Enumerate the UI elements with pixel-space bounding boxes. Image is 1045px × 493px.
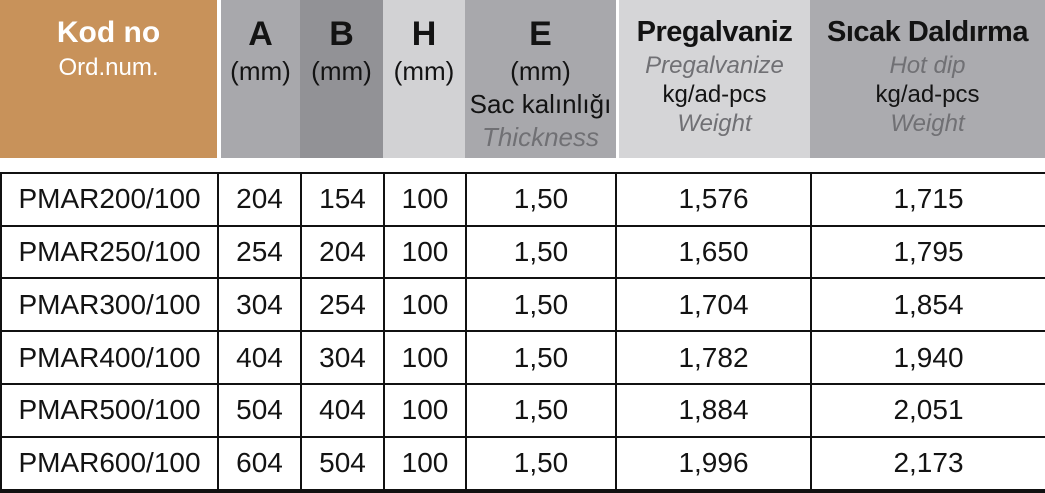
h-cell: 100 <box>383 224 467 280</box>
kod-no-subtitle: Ord.num. <box>58 54 159 81</box>
header-body-gap <box>0 158 1045 172</box>
pregalvaniz-cell: 1,996 <box>615 435 812 493</box>
table-body: PMAR200/100 204 154 100 1,50 1,576 1,715… <box>0 172 1045 493</box>
sicak-daldirma-cell: 1,715 <box>810 172 1045 227</box>
e-cell: 1,50 <box>465 277 617 333</box>
sicak-daldirma-cell: 1,795 <box>810 224 1045 280</box>
h-cell: 100 <box>383 382 467 438</box>
pregalvaniz-cell: 1,650 <box>615 224 812 280</box>
table-row: PMAR300/100 304 254 100 1,50 1,704 1,854 <box>0 277 1045 333</box>
table-header: Kod no Ord.num. A (mm) B (mm) H (mm) E (… <box>0 0 1045 158</box>
code-cell: PMAR250/100 <box>0 224 219 280</box>
b-cell: 404 <box>300 382 385 438</box>
header-separator <box>217 0 221 158</box>
a-cell: 204 <box>217 172 302 227</box>
a-cell: 304 <box>217 277 302 333</box>
a-cell: 254 <box>217 224 302 280</box>
b-cell: 204 <box>300 224 385 280</box>
sicak-daldirma-cell: 1,854 <box>810 277 1045 333</box>
code-cell: PMAR300/100 <box>0 277 219 333</box>
e-cell: 1,50 <box>465 330 617 385</box>
code-cell: PMAR400/100 <box>0 330 219 385</box>
b-cell: 304 <box>300 330 385 385</box>
h-cell: 100 <box>383 330 467 385</box>
h-cell: 100 <box>383 435 467 493</box>
pregalvaniz-weight: Weight <box>677 110 752 137</box>
kod-no-title: Kod no <box>56 16 161 49</box>
sicak-daldirma-unit: kg/ad-pcs <box>875 81 980 108</box>
a-cell: 504 <box>217 382 302 438</box>
col-a-letter: A <box>248 15 273 53</box>
sicak-daldirma-weight: Weight <box>890 110 965 137</box>
pregalvaniz-unit: kg/ad-pcs <box>662 81 767 108</box>
sicak-daldirma-cell: 2,173 <box>810 435 1045 493</box>
h-cell: 100 <box>383 172 467 227</box>
e-cell: 1,50 <box>465 382 617 438</box>
col-b-unit: (mm) <box>311 56 372 86</box>
header-col-a: A (mm) <box>221 0 300 158</box>
col-e-letter: E <box>529 15 552 53</box>
col-e-unit: (mm) <box>510 56 571 86</box>
table-row: PMAR500/100 504 404 100 1,50 1,884 2,051 <box>0 382 1045 438</box>
col-h-letter: H <box>411 15 437 53</box>
b-cell: 504 <box>300 435 385 493</box>
header-kod-no: Kod no Ord.num. <box>0 0 217 158</box>
e-cell: 1,50 <box>465 224 617 280</box>
col-h-unit: (mm) <box>393 56 455 86</box>
header-col-e: E (mm) Sac kalınlığı Thickness <box>465 0 616 158</box>
header-sicak-daldirma: Sıcak Daldırma Hot dip kg/ad-pcs Weight <box>810 0 1045 158</box>
b-cell: 154 <box>300 172 385 227</box>
sicak-daldirma-cell: 2,051 <box>810 382 1045 438</box>
header-pregalvaniz: Pregalvaniz Pregalvanize kg/ad-pcs Weigh… <box>619 0 810 158</box>
pregalvaniz-cell: 1,704 <box>615 277 812 333</box>
col-a-unit: (mm) <box>230 56 291 86</box>
header-col-h: H (mm) <box>383 0 465 158</box>
sicak-daldirma-cell: 1,940 <box>810 330 1045 385</box>
table-row: PMAR600/100 604 504 100 1,50 1,996 2,173 <box>0 435 1045 493</box>
h-cell: 100 <box>383 277 467 333</box>
header-col-b: B (mm) <box>300 0 383 158</box>
b-cell: 254 <box>300 277 385 333</box>
pregalvaniz-cell: 1,884 <box>615 382 812 438</box>
sicak-daldirma-title-en: Hot dip <box>889 52 966 79</box>
a-cell: 604 <box>217 435 302 493</box>
pregalvaniz-cell: 1,576 <box>615 172 812 227</box>
header-separator <box>616 0 619 158</box>
table-row: PMAR400/100 404 304 100 1,50 1,782 1,940 <box>0 330 1045 385</box>
table-row: PMAR200/100 204 154 100 1,50 1,576 1,715 <box>0 172 1045 227</box>
e-cell: 1,50 <box>465 435 617 493</box>
col-e-desc-en: Thickness <box>481 122 600 152</box>
a-cell: 404 <box>217 330 302 385</box>
e-cell: 1,50 <box>465 172 617 227</box>
pregalvaniz-cell: 1,782 <box>615 330 812 385</box>
code-cell: PMAR600/100 <box>0 435 219 493</box>
sicak-daldirma-title: Sıcak Daldırma <box>827 16 1028 48</box>
col-e-desc-tr: Sac kalınlığı <box>469 89 612 119</box>
code-cell: PMAR500/100 <box>0 382 219 438</box>
pregalvaniz-title: Pregalvaniz <box>636 16 793 48</box>
table-row: PMAR250/100 254 204 100 1,50 1,650 1,795 <box>0 224 1045 280</box>
col-b-letter: B <box>329 15 354 53</box>
pregalvaniz-title-en: Pregalvanize <box>645 52 784 79</box>
code-cell: PMAR200/100 <box>0 172 219 227</box>
